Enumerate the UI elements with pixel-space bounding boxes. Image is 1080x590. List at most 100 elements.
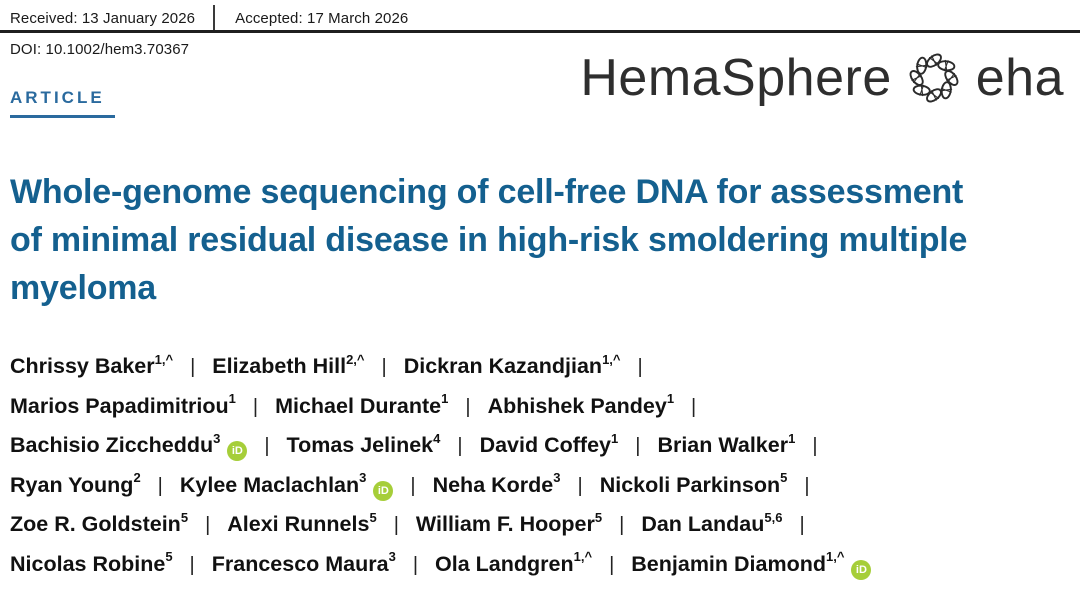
received-date: Received: 13 January 2026 [10, 10, 196, 27]
author-separator: | [635, 435, 641, 457]
author-affiliation-superscript: 5 [594, 509, 603, 525]
article-title: Whole-genome sequencing of cell-free DNA… [10, 168, 1060, 312]
author-separator: | [619, 514, 625, 536]
author-name: Benjamin Diamond [631, 551, 826, 576]
orcid-icon[interactable]: iD [851, 559, 872, 580]
author-separator: | [457, 435, 463, 457]
author-name: Bachisio Ziccheddu [10, 433, 214, 457]
author-separator: | [812, 435, 818, 457]
author-separator: | [799, 514, 805, 536]
orcid-icon[interactable]: iD [373, 480, 394, 501]
author-affiliation-superscript: 3 [213, 430, 221, 446]
author-separator: | [252, 395, 259, 418]
author-name: Elizabeth Hill [212, 354, 347, 378]
author-affiliation-superscript: 5 [180, 509, 189, 525]
accepted-date: Accepted: 17 March 2026 [235, 10, 409, 27]
author-name: Dickran Kazandjian [403, 354, 603, 378]
author-separator: | [393, 514, 399, 536]
header-rule [0, 30, 1080, 33]
author-affiliation-superscript: 1 [666, 391, 675, 407]
author: Francesco Maura3 [211, 549, 396, 576]
author-row: Chrissy Baker1,^ | Elizabeth Hill2,^ | Dickr… [10, 347, 1070, 387]
author-name: Tomas Jelinek [286, 433, 434, 457]
author: Chrissy Baker1,^ [10, 353, 173, 378]
author-rows: Chrissy Baker1,^ | Elizabeth Hill2,^ | Dickr… [10, 347, 1070, 584]
author-separator: | [577, 474, 583, 497]
author: Kylee Maclachlan3 iD [179, 470, 394, 501]
author-affiliation-superscript: 3 [388, 549, 396, 565]
author-name: Neha Korde [432, 472, 554, 497]
author-separator: | [804, 474, 810, 497]
author: Zoe R. Goldstein5 [10, 509, 189, 536]
author-name: Francesco Maura [211, 551, 389, 576]
author-name: Ryan Young [10, 472, 134, 497]
author: Elizabeth Hill2,^ [212, 353, 364, 378]
author-affiliation-superscript: 4 [433, 430, 441, 446]
received-accepted-row: Received: 13 January 2026 Accepted: 17 M… [10, 5, 409, 30]
author-separator: | [609, 553, 615, 576]
author: Ola Landgren1,^ [435, 549, 593, 576]
author-affiliation-superscript: 1,^ [825, 549, 845, 565]
author-affiliation-superscript: 5 [780, 470, 788, 486]
journal-logo: HemaSphere [580, 44, 1064, 112]
author-name: Chrissy Baker [10, 354, 155, 378]
article-type-label: ARTICLE [10, 88, 115, 118]
author-separator: | [412, 553, 419, 576]
author-name: Nickoli Parkinson [599, 472, 781, 497]
author-separator: | [205, 514, 211, 536]
author-name: Kylee Maclachlan [179, 472, 360, 497]
author-name: Alexi Runnels [227, 512, 370, 536]
author-separator: | [189, 553, 195, 576]
author-affiliation-superscript: 1,^ [602, 351, 621, 367]
author-name: Brian Walker [657, 433, 789, 457]
author: Abhishek Pandey1 [487, 391, 675, 418]
author-separator: | [381, 356, 387, 378]
author-affiliation-superscript: 2 [133, 470, 141, 486]
author: Alexi Runnels5 [227, 509, 377, 536]
author-affiliation-superscript: 1 [788, 430, 796, 446]
author: Benjamin Diamond1,^ iD [631, 549, 872, 580]
author-affiliation-superscript: 3 [359, 470, 367, 486]
title-line-1: Whole-genome sequencing of cell-free DNA… [10, 173, 964, 211]
author: Michael Durante1 [275, 391, 449, 418]
orcid-icon[interactable]: iD [227, 441, 248, 461]
author: Dickran Kazandjian1,^ [403, 351, 621, 378]
author-row: Zoe R. Goldstein5 | Alexi Runnels5 | William… [10, 505, 1070, 545]
author: Nickoli Parkinson5 [599, 470, 788, 497]
title-line-2: of minimal residual disease in high-risk… [10, 221, 968, 259]
author-name: Michael Durante [275, 393, 442, 418]
title-line-3: myeloma [10, 269, 157, 307]
author-separator: | [264, 435, 270, 457]
author-separator: | [637, 356, 643, 378]
author-separator: | [465, 395, 471, 418]
author-affiliation-superscript: 5 [165, 549, 173, 565]
author-name: Marios Papadimitriou [10, 393, 229, 418]
author-affiliation-superscript: 1 [441, 391, 449, 407]
author-affiliation-superscript: 5,6 [764, 509, 783, 525]
author-name: Dan Landau [641, 512, 765, 536]
author-name: Nicolas Robine [10, 551, 166, 576]
author-affiliation-superscript: 3 [553, 470, 561, 486]
author: David Coffey1 [479, 430, 619, 457]
eha-wreath-icon [909, 53, 959, 103]
author-row: Bachisio Ziccheddu3 iD | Tomas Jelinek4 | Dav… [10, 426, 1070, 466]
author-row: Ryan Young2 | Kylee Maclachlan3iD | Neha Kor… [10, 466, 1070, 506]
author: Tomas Jelinek4 [286, 430, 441, 457]
author-row: Marios Papadimitriou1 | Michael Durante1 | A… [10, 387, 1070, 427]
author-name: David Coffey [479, 433, 611, 457]
author-separator: | [410, 474, 416, 497]
author: William F. Hooper5 [416, 509, 603, 536]
dates-divider [213, 5, 216, 30]
author-name: Ola Landgren [435, 551, 574, 576]
author: Dan Landau5,6 [641, 509, 783, 536]
author-affiliation-superscript: 1,^ [573, 549, 593, 565]
author: Neha Korde3 [432, 470, 561, 497]
author: Bachisio Ziccheddu3 iD [10, 430, 248, 461]
journal-name-logo: HemaSphere [580, 49, 892, 107]
author-affiliation-superscript: 1 [611, 430, 619, 446]
author-affiliation-superscript: 5 [369, 509, 377, 525]
publisher-name-logo: eha [975, 49, 1064, 107]
author-name: Zoe R. Goldstein [10, 512, 181, 536]
author: Nicolas Robine5 [10, 549, 173, 576]
author-name: Abhishek Pandey [487, 393, 667, 418]
